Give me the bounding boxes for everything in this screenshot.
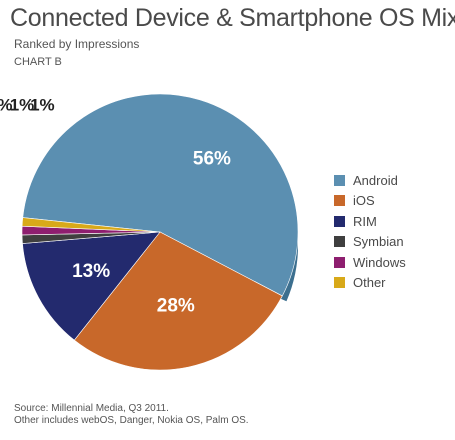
legend-item-windows: Windows — [334, 252, 449, 273]
pie-slice-rim — [22, 231, 161, 341]
data-label-symbian: 1% — [0, 95, 12, 114]
legend-label: Other — [353, 275, 386, 291]
legend-item-android: Android — [334, 170, 449, 191]
legend-swatch — [334, 174, 345, 186]
legend-item-other: Other — [334, 273, 449, 294]
legend-swatch — [334, 215, 345, 227]
legend-item-ios: iOS — [334, 191, 449, 212]
legend-item-rim: RIM — [334, 211, 449, 232]
legend-item-symbian: Symbian — [334, 232, 449, 253]
pie-slice-android — [22, 93, 299, 297]
legend-swatch — [334, 236, 345, 248]
source-note: Source: Millennial Media, Q3 2011. Other… — [14, 403, 249, 427]
data-label-android: 56% — [193, 148, 231, 169]
legend-label: iOS — [353, 193, 375, 209]
legend-swatch — [334, 256, 345, 268]
data-label-rim: 13% — [72, 261, 110, 282]
data-label-other: 1% — [30, 95, 55, 114]
legend-label: Symbian — [353, 234, 404, 250]
source-text: Source: Millennial Media, Q3 2011. — [14, 403, 169, 414]
chart-subtitle: Ranked by Impressions — [14, 37, 140, 51]
legend-label: Windows — [353, 254, 406, 270]
pie-slice-ios — [73, 231, 283, 371]
pie-slice-other — [21, 217, 161, 233]
legend-label: RIM — [353, 213, 377, 229]
other-note: Other includes webOS, Danger, Nokia OS, … — [14, 415, 249, 426]
legend: Android iOS RIM Symbian Windows Other — [334, 170, 449, 293]
data-label-ios: 28% — [157, 295, 195, 316]
data-label-windows: 1% — [10, 95, 35, 114]
chart-label: CHART B — [14, 56, 62, 68]
legend-swatch — [334, 277, 345, 289]
chart-title: Connected Device & Smartphone OS Mix — [10, 4, 455, 32]
legend-label: Android — [353, 172, 398, 188]
legend-swatch — [334, 195, 345, 207]
